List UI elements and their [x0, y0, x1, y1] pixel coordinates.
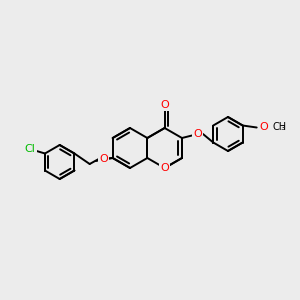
Text: O: O — [194, 129, 202, 139]
Text: O: O — [259, 122, 268, 133]
Text: CH: CH — [273, 122, 287, 133]
Text: O: O — [160, 163, 169, 173]
Text: 3: 3 — [281, 125, 285, 131]
Text: O: O — [160, 100, 169, 110]
Text: Cl: Cl — [25, 145, 35, 154]
Text: O: O — [99, 154, 108, 164]
